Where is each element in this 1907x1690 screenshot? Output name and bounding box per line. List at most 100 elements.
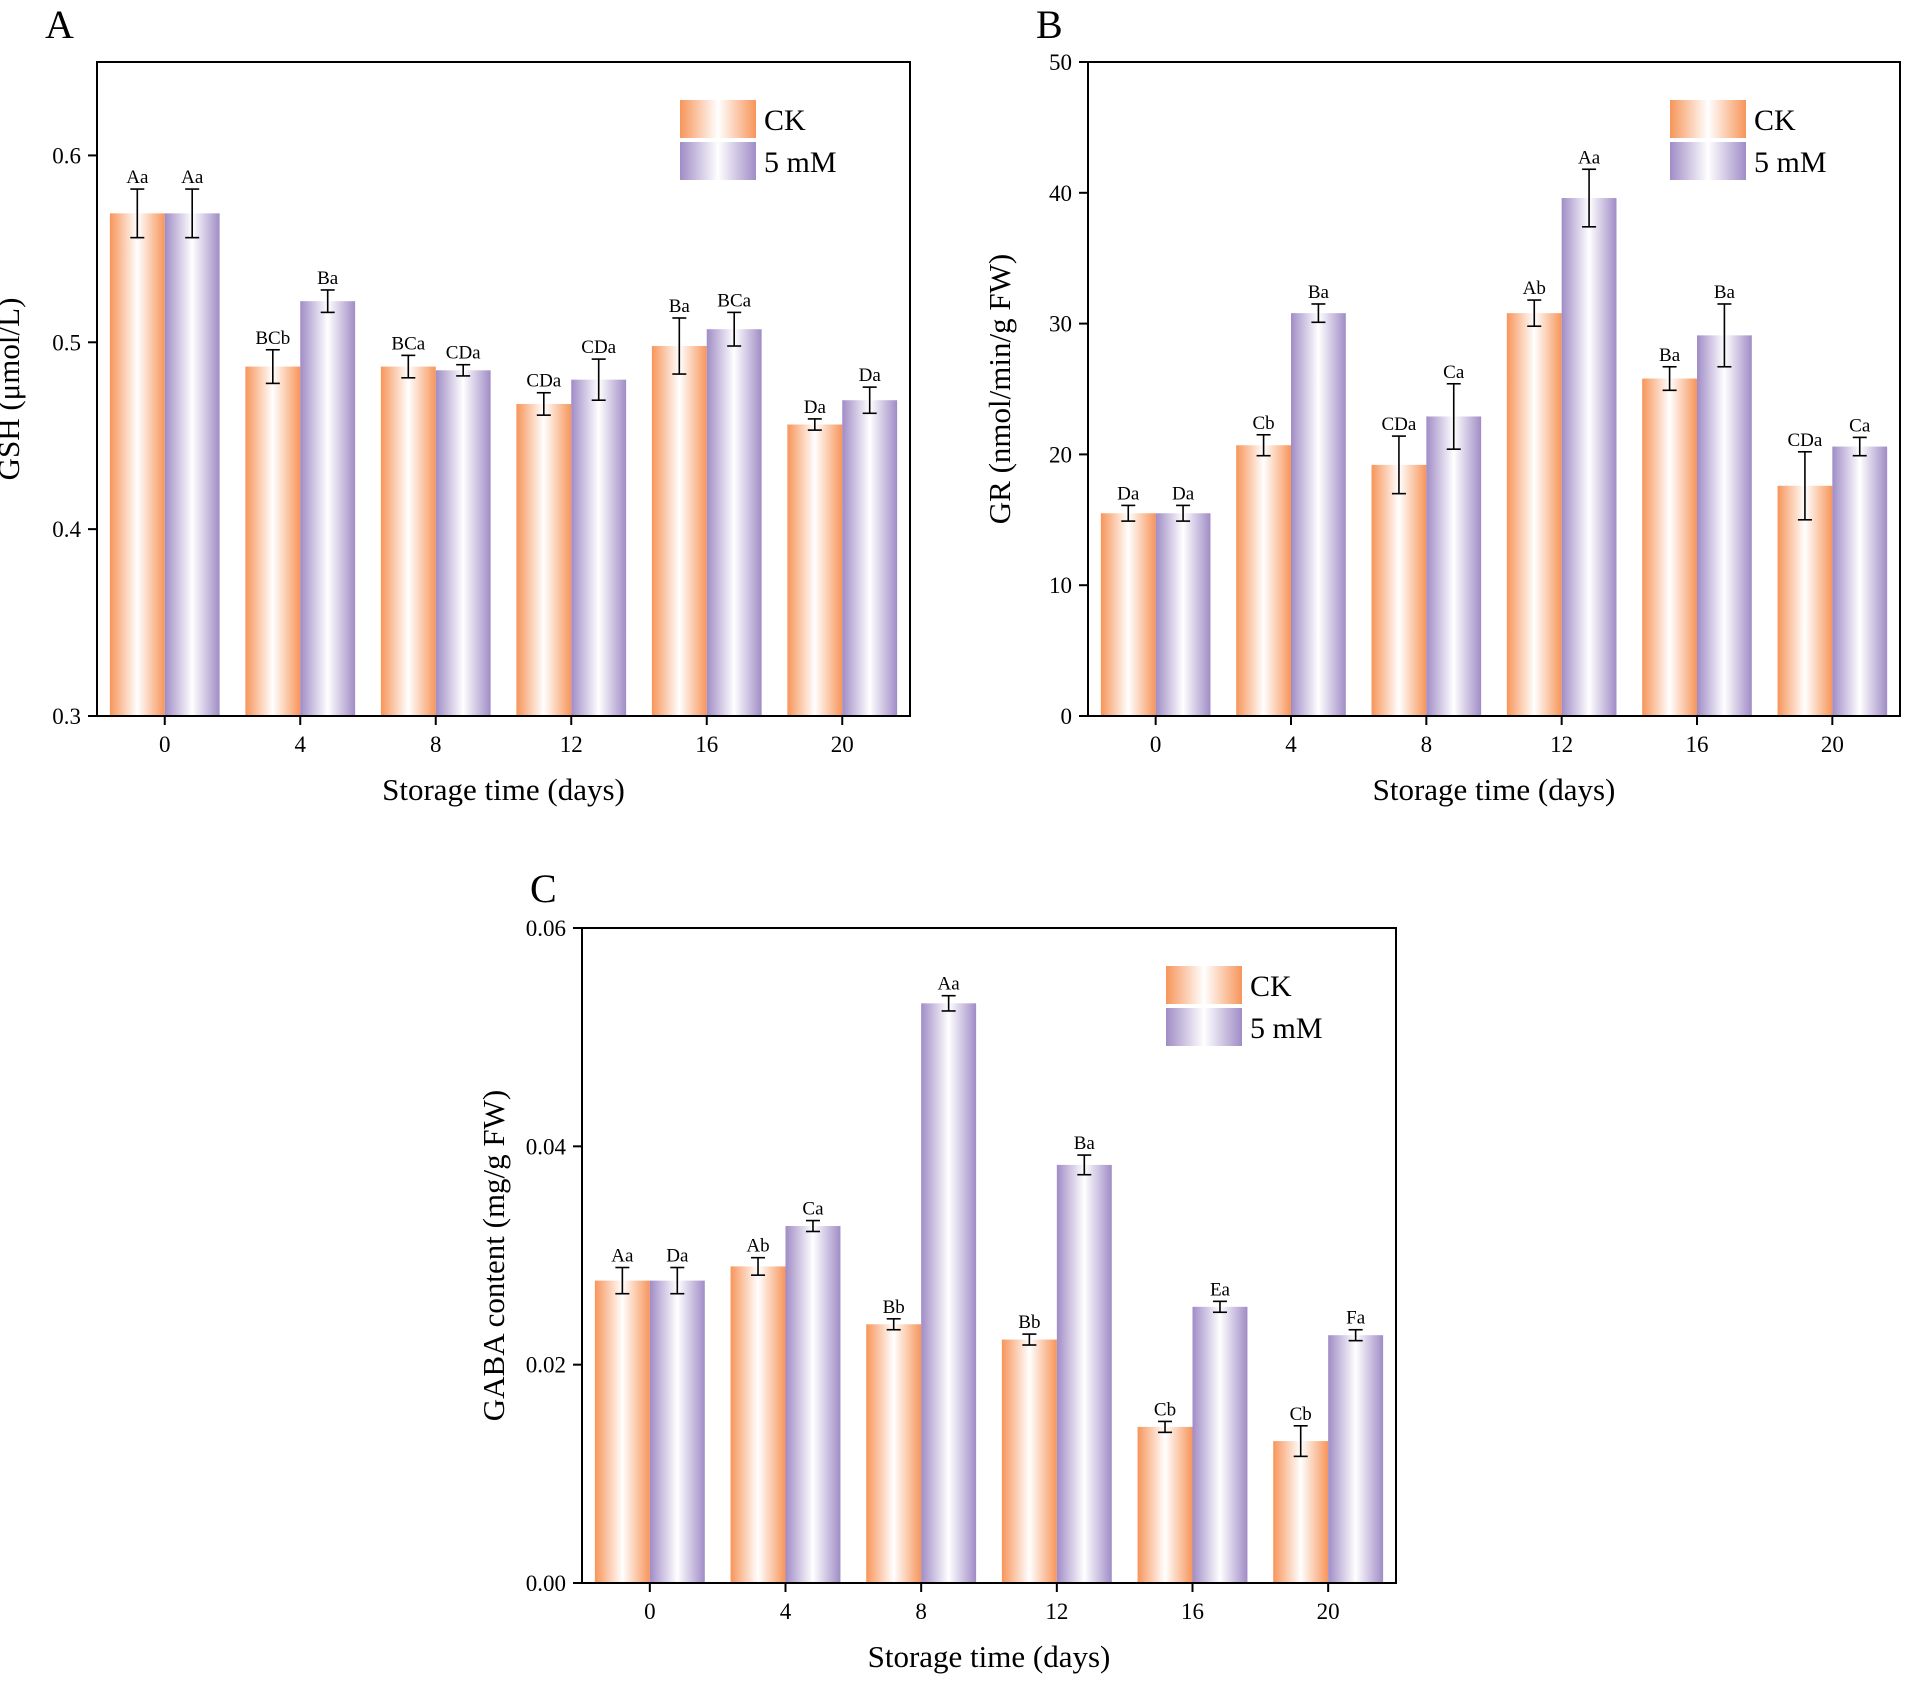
x-tick-label: 16 — [695, 732, 718, 757]
x-tick-label: 12 — [1550, 732, 1573, 757]
error-bar-ck-day-0 — [615, 1266, 630, 1295]
plot-frame-a — [96, 61, 911, 717]
chart-panel-b: B Da Cb CDa Ab Ba CDa Da Ba Ca Aa Ba Ca 0 10 20 30 40 50 0 4… — [982, 2, 1901, 807]
sig-label-ck-day-12: Ab — [1523, 278, 1546, 299]
x-tick-label: 8 — [915, 1599, 927, 1624]
x-tick-label: 12 — [560, 732, 583, 757]
error-bar-mm5-day-8 — [941, 994, 956, 1012]
x-axis-title: Storage time (days) — [382, 772, 625, 807]
x-tick-label: 4 — [1285, 732, 1297, 757]
y-tick-label: 40 — [1049, 181, 1072, 206]
bar-ck-day-16 — [1642, 378, 1697, 716]
bar-mm5-day-8 — [435, 370, 491, 716]
x-tick-label: 12 — [1045, 1599, 1068, 1624]
sig-label-ck-day-0: Da — [1117, 483, 1140, 504]
bar-ck-day-8 — [866, 1324, 922, 1583]
error-bar-mm5-day-12 — [1077, 1154, 1092, 1176]
y-tick-label: 30 — [1049, 312, 1072, 337]
error-bar-ck-day-0 — [130, 188, 145, 239]
x-tick-label: 16 — [1181, 1599, 1204, 1624]
error-bar-ck-day-16 — [672, 317, 687, 375]
bar-ck-day-20 — [1273, 1441, 1329, 1583]
bar-mm5-day-16 — [706, 329, 762, 716]
sig-label-mm5-day-16: Ea — [1210, 1279, 1231, 1300]
y-tick-label: 0.4 — [52, 517, 81, 542]
sig-label-mm5-day-4: Ba — [317, 268, 339, 289]
sig-label-ck-day-4: Cb — [1253, 413, 1275, 434]
legend-swatch-mm5 — [1670, 142, 1746, 180]
sig-label-mm5-day-0: Da — [1172, 483, 1195, 504]
series-mm5-c: Da Ca Aa Ba Ea Fa — [649, 974, 1384, 1583]
x-tick-label: 20 — [831, 732, 854, 757]
error-bar-ck-day-0 — [1121, 504, 1136, 522]
x-axis-title: Storage time (days) — [868, 1639, 1111, 1674]
panel-label-a: A — [45, 2, 74, 47]
bar-mm5-day-4 — [300, 301, 356, 716]
x-tick-label: 20 — [1821, 732, 1844, 757]
sig-label-mm5-day-8: Ca — [1443, 362, 1465, 383]
bar-mm5-day-12 — [571, 379, 627, 716]
error-bar-mm5-day-16 — [1212, 1300, 1227, 1314]
error-bar-mm5-day-16 — [727, 311, 742, 347]
legend-swatch-ck — [1166, 966, 1242, 1004]
chart-panel-c: C Aa Ab Bb Bb Cb Cb Da Ca Aa Ba Ea Fa 0.00 0.02 0.04 0.0… — [476, 866, 1397, 1674]
y-tick-label: 0.5 — [52, 330, 81, 355]
legend-swatch-mm5 — [680, 142, 756, 180]
panel-label-c: C — [530, 866, 557, 911]
error-bar-ck-day-20 — [1797, 450, 1812, 521]
bar-ck-day-12 — [1001, 1339, 1057, 1583]
series-mm5-a: Aa Ba CDa CDa BCa Da — [164, 167, 898, 716]
chart-panel-a: A Aa BCb BCa CDa Ba Da Aa Ba CDa CDa BCa Da 0.3 0.4 0.5… — [0, 2, 911, 807]
y-tick-label: 0.04 — [526, 1134, 567, 1159]
x-tick-label: 0 — [1150, 732, 1162, 757]
panel-label-b: B — [1036, 2, 1063, 47]
legend-swatch-ck — [1670, 100, 1746, 138]
sig-label-mm5-day-12: Aa — [1578, 147, 1601, 168]
error-bar-ck-day-8 — [886, 1318, 901, 1331]
error-bar-mm5-day-16 — [1717, 303, 1732, 368]
bar-ck-day-20 — [1777, 485, 1833, 716]
legend-label-ck: CK — [1250, 970, 1292, 1003]
error-bar-ck-day-8 — [1391, 435, 1406, 495]
y-axis-title: GSH (μmol/L) — [0, 298, 26, 481]
x-tick-label: 0 — [644, 1599, 656, 1624]
legend-swatch-mm5 — [1166, 1008, 1242, 1046]
sig-label-ck-day-8: BCa — [391, 333, 425, 354]
error-bar-mm5-day-8 — [1446, 382, 1461, 450]
sig-label-ck-day-0: Aa — [611, 1246, 634, 1267]
x-tick-label: 0 — [159, 732, 171, 757]
bar-mm5-day-20 — [1328, 1335, 1384, 1583]
sig-label-ck-day-8: Bb — [883, 1297, 905, 1318]
series-ck-c: Aa Ab Bb Bb Cb Cb — [594, 1236, 1329, 1583]
y-tick-label: 20 — [1049, 442, 1072, 467]
sig-label-mm5-day-4: Ca — [802, 1199, 824, 1220]
bar-ck-day-20 — [787, 424, 843, 716]
legend-label-mm5: 5 mM — [1250, 1012, 1323, 1045]
bar-ck-day-16 — [1137, 1426, 1193, 1583]
bar-mm5-day-0 — [1155, 513, 1211, 716]
bar-ck-day-4 — [1236, 445, 1291, 716]
series-mm5-b: Da Ba Ca Aa Ba Ca — [1155, 147, 1888, 717]
legend-b: CK 5 mM — [1670, 100, 1827, 180]
sig-label-mm5-day-20: Fa — [1346, 1308, 1366, 1329]
sig-label-mm5-day-12: Ba — [1074, 1133, 1096, 1154]
bar-ck-day-0 — [594, 1280, 650, 1583]
error-bar-mm5-day-20 — [1348, 1328, 1363, 1342]
error-bar-mm5-day-0 — [670, 1266, 685, 1295]
sig-label-mm5-day-0: Da — [666, 1246, 689, 1267]
x-tick-label: 20 — [1317, 1599, 1340, 1624]
sig-label-mm5-day-12: CDa — [581, 337, 616, 358]
sig-label-ck-day-16: Ba — [1659, 345, 1681, 366]
bar-mm5-day-4 — [1291, 313, 1346, 716]
sig-label-mm5-day-0: Aa — [181, 167, 204, 188]
sig-label-ck-day-20: Da — [804, 397, 827, 418]
bar-mm5-day-8 — [921, 1003, 977, 1583]
sig-label-mm5-day-8: Aa — [938, 974, 961, 995]
bar-mm5-day-20 — [1832, 446, 1888, 716]
legend-label-mm5: 5 mM — [1754, 146, 1827, 179]
error-bar-mm5-day-4 — [805, 1219, 820, 1233]
error-bar-mm5-day-8 — [456, 363, 471, 377]
error-bar-ck-day-20 — [807, 418, 822, 431]
error-bar-ck-day-8 — [401, 354, 416, 379]
